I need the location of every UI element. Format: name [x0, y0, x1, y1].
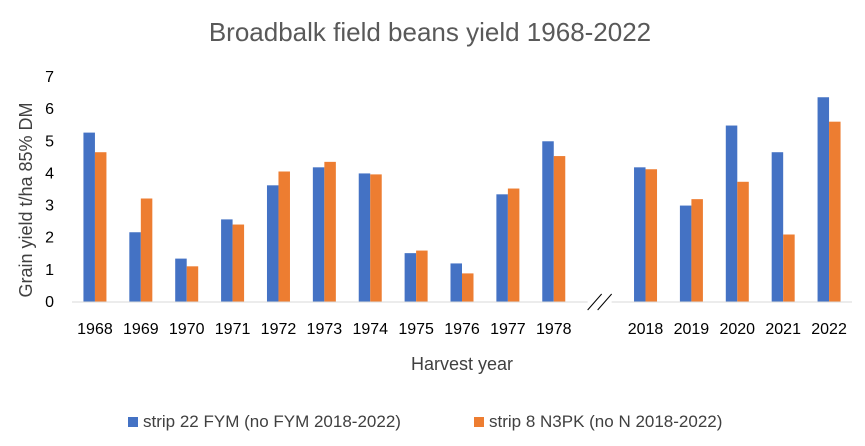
bar-series-2	[94, 152, 107, 302]
x-tick-label: 2022	[811, 321, 847, 338]
bar-series-2	[645, 169, 658, 302]
axis-break-marker	[587, 293, 613, 311]
bar-series-1	[221, 219, 233, 302]
bar-series-1	[266, 185, 279, 302]
x-tick-label: 1968	[77, 321, 113, 338]
x-tick-label: 2019	[674, 321, 710, 338]
bar-series-1	[679, 205, 692, 302]
y-tick-label: 3	[45, 198, 54, 215]
y-tick-label: 2	[45, 230, 54, 247]
bar-series-1	[83, 132, 95, 302]
bar-series-1	[129, 232, 141, 302]
bar-series-1	[404, 253, 417, 302]
x-tick-label: 1974	[352, 321, 388, 338]
legend: strip 22 FYM (no FYM 2018-2022) strip 8 N…	[128, 412, 722, 431]
bar-series-2	[553, 156, 566, 302]
bar-series-1	[496, 194, 508, 302]
bar-series-2	[278, 171, 290, 302]
x-tick-label: 1973	[307, 321, 343, 338]
y-tick-label: 6	[45, 101, 54, 118]
y-tick-label: 1	[45, 262, 54, 279]
bar-series-2	[783, 234, 795, 302]
bar-series-1	[725, 125, 738, 303]
bar-series-1	[175, 258, 187, 302]
bar-series-2	[416, 250, 428, 302]
axis-break-slash	[587, 293, 603, 311]
y-tick-label: 7	[45, 69, 54, 86]
bar-series-2	[829, 121, 841, 302]
x-tick-label: 1976	[444, 321, 480, 338]
bar-series-2	[462, 273, 474, 302]
bar-series-2	[324, 161, 336, 302]
x-tick-label: 1970	[169, 321, 205, 338]
bar-series-1	[771, 152, 784, 302]
axis-break-gap	[587, 300, 612, 304]
y-axis-ticks: 0 1 2 3 4 5 6 7	[45, 69, 54, 311]
bar-series-2	[186, 266, 199, 302]
x-tick-label: 1971	[215, 321, 251, 338]
axis-break-slash	[597, 293, 613, 311]
x-tick-label: 1978	[536, 321, 572, 338]
bar-series-1	[312, 167, 325, 302]
bar-series-1	[358, 173, 371, 302]
x-tick-label: 1977	[490, 321, 526, 338]
chart-title: Broadbalk field beans yield 1968-2022	[209, 17, 651, 47]
bar-series-2	[232, 224, 245, 302]
legend-swatch-series-2	[474, 417, 484, 427]
bar-series-2	[370, 174, 382, 302]
bar-series-1	[450, 263, 462, 302]
x-tick-label: 2018	[628, 321, 664, 338]
x-tick-label: 1972	[261, 321, 297, 338]
x-tick-label: 2020	[719, 321, 755, 338]
x-tick-label: 1969	[123, 321, 159, 338]
y-axis-title: Grain yield t/ha 85% DM	[16, 102, 36, 297]
y-tick-label: 4	[45, 165, 54, 182]
bar-series-2	[737, 181, 749, 302]
bars	[83, 97, 841, 303]
bar-series-1	[634, 167, 646, 302]
bar-series-2	[691, 199, 703, 302]
bar-series-2	[507, 188, 520, 302]
x-axis-ticks: 1968 1969 1970 1971 1972 1973 1974 1975 1976 1977…	[77, 321, 847, 338]
x-tick-label: 2021	[765, 321, 801, 338]
legend-label-series-1: strip 22 FYM (no FYM 2018-2022)	[143, 412, 401, 431]
bar-series-2	[140, 198, 153, 302]
y-tick-label: 5	[45, 133, 54, 150]
x-tick-label: 1975	[398, 321, 434, 338]
bar-series-1	[817, 97, 830, 302]
y-tick-label: 0	[45, 294, 54, 311]
legend-swatch-series-1	[128, 417, 138, 427]
x-axis-title: Harvest year	[411, 354, 513, 374]
legend-label-series-2: strip 8 N3PK (no N 2018-2022)	[489, 412, 722, 431]
bar-series-1	[542, 141, 554, 302]
